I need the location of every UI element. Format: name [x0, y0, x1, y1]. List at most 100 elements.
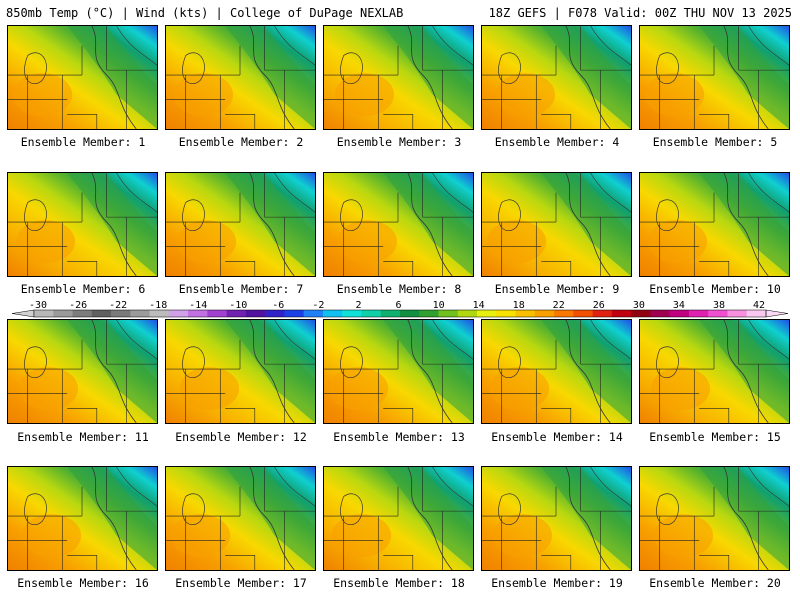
ensemble-member-label: Ensemble Member: 18 — [333, 576, 465, 590]
temperature-map — [482, 173, 631, 276]
colorbar-bin — [592, 310, 613, 317]
ensemble-member-panel — [639, 319, 790, 424]
colorbar-bin — [688, 310, 709, 317]
temperature-map — [482, 26, 631, 129]
temperature-map — [324, 467, 473, 570]
colorbar-tick-label: -18 — [149, 300, 167, 311]
ensemble-member-label: Ensemble Member: 11 — [17, 430, 149, 444]
colorbar-bin — [708, 310, 728, 317]
ensemble-member-panel — [639, 172, 790, 277]
colorbar-tick-label: 6 — [395, 300, 401, 311]
valid-time-label: 18Z GEFS | F078 Valid: 00Z THU NOV 13 20… — [488, 6, 792, 20]
colorbar-tick-label: -2 — [312, 300, 324, 311]
colorbar-tick-label: 26 — [593, 300, 605, 311]
ensemble-member-panel — [165, 172, 316, 277]
ensemble-member-panel — [323, 319, 474, 424]
colorbar-bin — [149, 310, 170, 317]
colorbar-tick-label: -6 — [272, 300, 284, 311]
ensemble-member-label: Ensemble Member: 4 — [494, 135, 620, 149]
ensemble-member-label: Ensemble Member: 17 — [175, 576, 307, 590]
colorbar-bin — [650, 310, 670, 317]
colorbar-tick-label: -30 — [29, 300, 47, 311]
colorbar-bin — [207, 310, 227, 317]
colorbar-bin — [111, 310, 131, 317]
colorbar-bin — [477, 310, 497, 317]
colorbar-bin — [419, 310, 439, 317]
ensemble-member-panel — [7, 172, 158, 277]
colorbar-bin — [515, 310, 536, 317]
temperature-map — [324, 320, 473, 423]
temperature-map — [166, 26, 315, 129]
ensemble-member-panel — [165, 466, 316, 571]
ensemble-member-label: Ensemble Member: 20 — [649, 576, 781, 590]
ensemble-member-label: Ensemble Member: 6 — [20, 282, 146, 296]
temperature-map — [324, 26, 473, 129]
colorbar-tick-label: -22 — [109, 300, 127, 311]
temperature-colorbar: -30 -26 -22 -18 -14 -10 -6 -2 2 6 10 14 18 22 26 30 34 38… — [12, 300, 788, 318]
temperature-map — [640, 173, 789, 276]
temperature-map — [640, 320, 789, 423]
colorbar-tick-label: 2 — [355, 300, 361, 311]
colorbar-bin — [554, 310, 574, 317]
ensemble-member-label: Ensemble Member: 3 — [336, 135, 462, 149]
temperature-map — [482, 320, 631, 423]
ensemble-member-label: Ensemble Member: 8 — [336, 282, 462, 296]
colorbar-bin — [91, 310, 112, 317]
colorbar-tick-label: 38 — [713, 300, 725, 311]
ensemble-member-panel — [165, 319, 316, 424]
colorbar-bin — [168, 310, 189, 317]
colorbar-tick-label: -14 — [189, 300, 207, 311]
temperature-map — [640, 26, 789, 129]
colorbar-bin — [727, 310, 748, 317]
map-title: 850mb Temp (°C) | Wind (kts) | College o… — [6, 6, 404, 20]
ensemble-member-panel — [481, 466, 632, 571]
colorbar-bin — [322, 310, 343, 317]
colorbar-bin — [303, 310, 324, 317]
temperature-map — [166, 320, 315, 423]
colorbar-bin — [34, 310, 54, 317]
colorbar-tick-label: 10 — [433, 300, 445, 311]
ensemble-member-panel — [323, 25, 474, 130]
colorbar-bin — [361, 310, 382, 317]
ensemble-member-panel — [481, 172, 632, 277]
ensemble-member-panel — [7, 466, 158, 571]
ensemble-member-panel — [323, 172, 474, 277]
colorbar-tick-label: 30 — [633, 300, 645, 311]
temperature-map — [8, 467, 157, 570]
colorbar-bin — [72, 310, 93, 317]
temperature-map — [324, 173, 473, 276]
colorbar-tick-label: 22 — [553, 300, 565, 311]
colorbar-tick-label: 14 — [473, 300, 485, 311]
ensemble-member-label: Ensemble Member: 5 — [652, 135, 778, 149]
ensemble-member-panel — [7, 25, 158, 130]
temperature-map — [166, 173, 315, 276]
ensemble-member-label: Ensemble Member: 14 — [491, 430, 623, 444]
ensemble-member-panel — [481, 25, 632, 130]
ensemble-member-label: Ensemble Member: 12 — [175, 430, 307, 444]
ensemble-member-label: Ensemble Member: 15 — [649, 430, 781, 444]
colorbar-bin — [245, 310, 266, 317]
ensemble-member-panel — [639, 466, 790, 571]
colorbar-bin — [438, 310, 459, 317]
ensemble-member-label: Ensemble Member: 9 — [494, 282, 620, 296]
colorbar-bin — [265, 310, 285, 317]
colorbar-tick-label: 42 — [753, 300, 765, 311]
ensemble-member-label: Ensemble Member: 1 — [20, 135, 146, 149]
colorbar-bin — [611, 310, 632, 317]
temperature-map — [166, 467, 315, 570]
ensemble-member-label: Ensemble Member: 13 — [333, 430, 465, 444]
colorbar-bin — [53, 310, 73, 317]
ensemble-member-label: Ensemble Member: 16 — [17, 576, 149, 590]
colorbar-tick-label: 18 — [513, 300, 525, 311]
colorbar-bin — [534, 310, 555, 317]
temperature-map — [482, 467, 631, 570]
colorbar-bin — [342, 310, 362, 317]
colorbar-tick-label: -26 — [69, 300, 87, 311]
colorbar-left-arrow — [12, 309, 35, 318]
colorbar-bin — [284, 310, 304, 317]
colorbar-bin — [226, 310, 247, 317]
ensemble-member-label: Ensemble Member: 2 — [178, 135, 304, 149]
colorbar-right-arrow — [765, 309, 788, 318]
colorbar-bin — [669, 310, 690, 317]
temperature-map — [8, 26, 157, 129]
